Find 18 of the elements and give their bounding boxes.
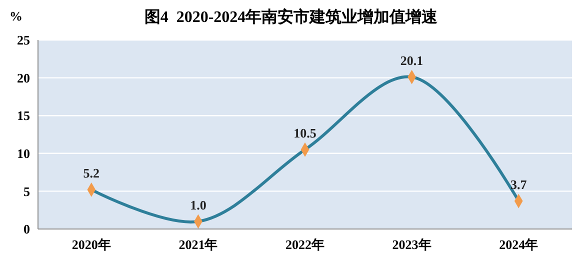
- chart-title: 图4 2020-2024年南安市建筑业增加值增速: [144, 7, 439, 26]
- x-tick-label: 2022年: [286, 237, 324, 252]
- y-axis-title: %: [10, 8, 22, 24]
- x-tick-label: 2021年: [178, 237, 218, 252]
- data-label: 3.7: [510, 177, 528, 192]
- data-label: 5.2: [83, 166, 100, 181]
- x-tick-label: 2024年: [499, 237, 538, 252]
- y-tick-label: 25: [17, 32, 30, 48]
- y-tick-label: 15: [17, 108, 30, 124]
- y-tick-label: 10: [17, 146, 30, 161]
- data-label: 1.0: [190, 197, 206, 212]
- x-tick-label: 2023年: [392, 237, 432, 252]
- y-tick-label: 5: [24, 184, 30, 199]
- y-tick-label: 0: [24, 222, 30, 237]
- data-label: 10.5: [294, 126, 317, 141]
- y-tick-label: 20: [17, 70, 30, 86]
- x-tick-label: 2020年: [72, 237, 111, 252]
- data-label: 20.1: [400, 53, 424, 68]
